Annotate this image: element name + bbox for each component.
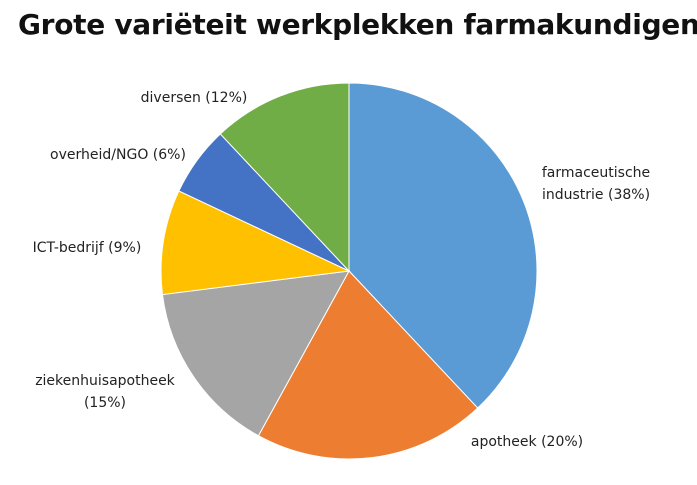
slice-labels: farmaceutische industrie (38%) apotheek (2…: [33, 90, 650, 450]
slice-apotheek: [257, 270, 479, 460]
label-farmaceutische-industrie: farmaceutische industrie (38%): [542, 165, 650, 203]
label-ziekenhuisapotheek: ziekenhuisapotheek (15%): [35, 373, 175, 411]
label-diversen: diversen (12%): [141, 90, 248, 106]
slice-diversen: [219, 82, 350, 273]
label-ict-bedrijf: ICT-bedrijf (9%): [33, 240, 142, 256]
label-overheid-ngo: overheid/NGO (6%): [50, 147, 186, 163]
label-apotheek: apotheek (20%): [471, 434, 583, 450]
slice-farmaceutische-industrie: [348, 82, 538, 409]
pie-slices: [160, 82, 538, 460]
chart-title: Grote variëteit werkplekken farmakundige…: [18, 8, 697, 41]
slice-ziekenhuisapotheek: [161, 270, 350, 437]
slice-ict-bedrijf: [160, 190, 351, 296]
